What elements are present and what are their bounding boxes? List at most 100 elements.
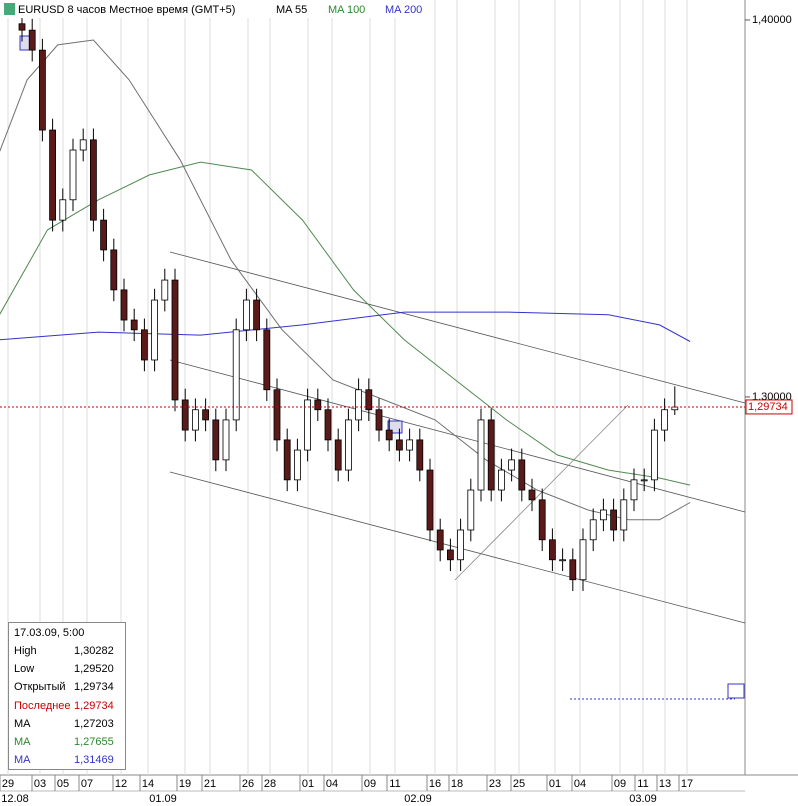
header-bg xyxy=(0,0,430,18)
info-key: Low xyxy=(14,663,35,676)
info-row: MA 1,27203 xyxy=(14,715,122,733)
candle-body xyxy=(69,149,77,201)
info-value: 1,29520 xyxy=(74,663,114,676)
candle-body xyxy=(610,509,617,531)
info-key: MA xyxy=(14,754,31,767)
info-value: 1,31469 xyxy=(74,754,114,767)
candle-body xyxy=(39,49,46,131)
candle-body xyxy=(426,469,434,531)
candle-body xyxy=(110,249,118,291)
candle-body xyxy=(385,429,393,441)
candle-body xyxy=(477,419,485,491)
x-month-label: 01.09 xyxy=(149,793,177,805)
candle-body xyxy=(549,539,556,561)
x-tick-label: 21 xyxy=(204,778,216,790)
info-panel: 17.03.09, 5:00 High 1,30282 Low 1,29520 Откр… xyxy=(8,622,126,770)
candle-body xyxy=(661,409,668,431)
candle-body xyxy=(446,549,454,561)
candle-body xyxy=(212,419,220,461)
candle-body xyxy=(589,519,597,541)
x-tick-label: 11 xyxy=(389,778,400,790)
ma-legend[interactable]: MA 200 xyxy=(385,4,422,16)
moving-average xyxy=(0,311,691,342)
info-row: Открытый 1,29734 xyxy=(14,678,122,696)
x-month-label: 12.08 xyxy=(1,793,29,805)
candle-body xyxy=(365,389,373,411)
info-key: Последнее xyxy=(14,699,71,712)
candle-body xyxy=(538,499,546,541)
symbol-icon xyxy=(4,3,15,15)
info-key: MA xyxy=(14,717,31,730)
symbol-title: EURUSD 8 часов Местное время (GMT+5) xyxy=(18,4,235,16)
x-tick-label: 04 xyxy=(326,778,338,790)
candle-body xyxy=(130,319,138,331)
info-row: MA 1,27655 xyxy=(14,733,122,751)
info-key: High xyxy=(14,645,37,657)
candle-body xyxy=(630,479,638,501)
candle-body xyxy=(334,439,342,471)
candle-body xyxy=(600,509,607,521)
candle-body xyxy=(151,299,159,361)
x-tick-label: 29 xyxy=(2,778,14,790)
candle-body xyxy=(416,439,424,471)
ma-legend[interactable]: MA 55 xyxy=(276,4,307,16)
x-tick-label: 09 xyxy=(364,778,376,790)
x-tick-label: 17 xyxy=(681,778,693,790)
info-datetime: 17.03.09, 5:00 xyxy=(14,627,85,639)
x-tick-label: 25 xyxy=(513,778,525,790)
channel-upper xyxy=(169,251,746,404)
x-tick-label: 28 xyxy=(264,778,276,790)
info-row: Low 1,29520 xyxy=(14,660,122,678)
trend-line xyxy=(454,404,629,581)
x-tick-label: 07 xyxy=(81,778,93,790)
candle-body xyxy=(79,139,87,151)
candle-body xyxy=(528,489,536,501)
candle-body xyxy=(293,449,301,481)
candle-body xyxy=(467,489,475,531)
candle-body xyxy=(344,419,352,471)
x-tick-label: 18 xyxy=(451,778,463,790)
info-value: 1,29734 xyxy=(74,681,114,694)
x-tick-label: 16 xyxy=(429,778,441,790)
y-tick-label: 1,40000 xyxy=(752,14,792,26)
info-value: 1,27655 xyxy=(74,736,114,748)
ma-legend[interactable]: MA 100 xyxy=(328,4,365,16)
candle-body xyxy=(202,409,210,421)
info-row: MA 1,31469 xyxy=(14,751,122,769)
info-key: Открытый xyxy=(14,681,66,694)
candle-body xyxy=(242,299,250,331)
candle-body xyxy=(181,399,189,431)
candle-body xyxy=(518,459,526,491)
x-tick-label: 26 xyxy=(242,778,254,790)
candle-body xyxy=(569,559,577,581)
info-row: Последнее 1,29734 xyxy=(14,697,122,715)
candle-body xyxy=(559,559,566,562)
x-tick-label: 01 xyxy=(549,778,561,790)
x-tick-label: 01 xyxy=(302,778,314,790)
alert-icon[interactable] xyxy=(727,683,745,699)
moving-average xyxy=(0,161,691,486)
info-row: High 1,30282 xyxy=(14,642,122,660)
candle-body xyxy=(406,439,414,451)
candle-body xyxy=(640,479,648,482)
candle-body xyxy=(90,139,97,221)
info-value: 1,30282 xyxy=(74,645,114,657)
candle-body xyxy=(671,406,679,411)
candle-body xyxy=(497,469,505,491)
candle-body xyxy=(651,429,658,481)
x-tick-label: 03 xyxy=(34,778,46,790)
candle-body xyxy=(395,439,403,451)
candle-body xyxy=(283,439,291,481)
candle-body xyxy=(324,409,332,441)
x-tick-label: 23 xyxy=(489,778,501,790)
info-key: MA xyxy=(14,736,31,748)
candle-body xyxy=(222,419,230,461)
candle-body xyxy=(314,399,322,411)
candle-body xyxy=(253,299,261,331)
candle-body xyxy=(191,409,199,431)
x-tick-label: 05 xyxy=(57,778,69,790)
candle-body xyxy=(59,199,67,221)
x-tick-label: 13 xyxy=(659,778,671,790)
